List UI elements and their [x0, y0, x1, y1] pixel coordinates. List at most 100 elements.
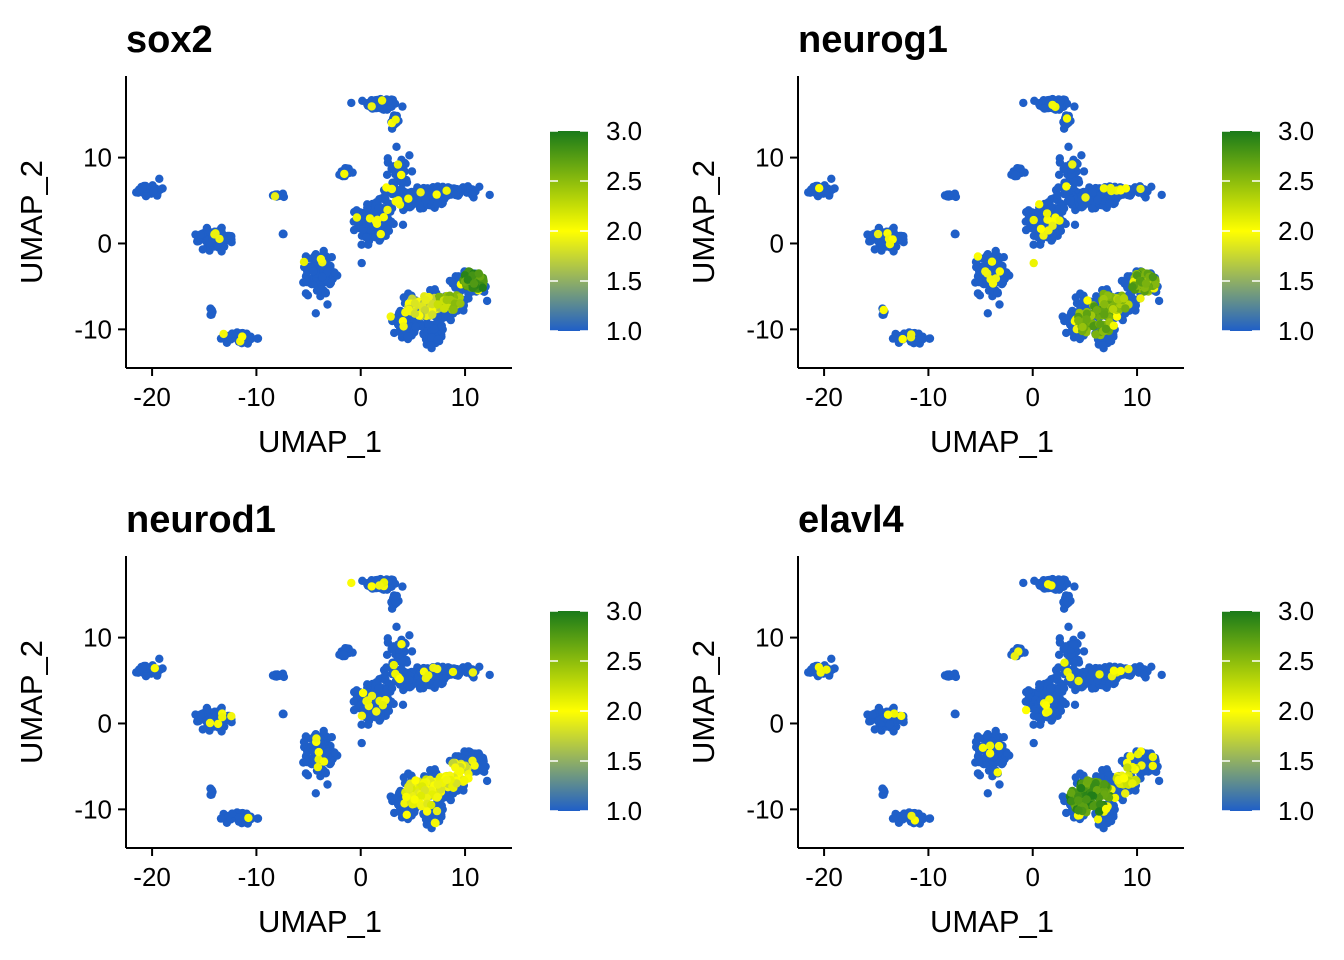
scatter-points	[132, 94, 494, 353]
cell-point	[339, 650, 348, 659]
y-axis-label: UMAP_2	[14, 160, 49, 284]
cell-point	[279, 192, 289, 202]
cell-point	[134, 185, 144, 195]
cell-point	[430, 818, 440, 827]
cell-point	[367, 582, 376, 591]
cell-point	[311, 309, 320, 318]
cell-point	[1060, 162, 1069, 172]
cell-point	[1096, 320, 1105, 329]
cell-point	[234, 813, 244, 822]
cell-point	[398, 102, 407, 111]
cell-point	[394, 196, 403, 205]
cell-point	[391, 115, 400, 124]
cell-point	[382, 663, 391, 672]
cell-point	[395, 674, 404, 684]
cell-point	[1091, 330, 1100, 339]
cell-point	[1062, 328, 1071, 338]
cell-point	[1098, 340, 1107, 349]
x-axis-label: UMAP_1	[258, 424, 382, 459]
cell-point	[1055, 216, 1064, 225]
cell-point	[828, 185, 837, 194]
cell-point	[404, 305, 413, 314]
cell-point	[1077, 151, 1086, 160]
cell-point	[196, 230, 205, 239]
cell-point	[1136, 294, 1145, 303]
cell-point	[437, 321, 446, 330]
cell-point	[415, 204, 425, 213]
cell-point	[1021, 217, 1030, 226]
cell-point	[1119, 294, 1129, 303]
cell-point	[988, 279, 998, 288]
panel-neurog1: neurog1-20 -10 0 10-10010UMAP_1UMAP_21.01.5…	[686, 19, 1314, 459]
cell-point	[1082, 315, 1091, 324]
cell-point	[442, 295, 451, 305]
cell-point	[1059, 204, 1069, 213]
cell-point	[404, 784, 414, 793]
cell-point	[428, 310, 437, 319]
cell-point	[278, 709, 287, 719]
cell-point	[991, 246, 1000, 256]
cell-point	[357, 711, 367, 720]
cell-point	[983, 309, 992, 318]
panel-elavl4: elavl4-20 -10 0 10-10010UMAP_1UMAP_21.01.52…	[686, 499, 1314, 939]
cell-point	[410, 299, 420, 308]
cell-point	[426, 340, 435, 349]
cell-point	[1054, 663, 1063, 672]
cell-point	[1071, 293, 1081, 302]
cell-point	[227, 712, 236, 721]
cell-point	[1067, 308, 1076, 317]
cell-point	[1069, 176, 1078, 186]
cell-point	[973, 289, 983, 298]
cell-point	[400, 799, 409, 808]
colorbar-tick-label: 1.5	[606, 746, 642, 776]
cell-point	[312, 734, 321, 743]
cell-point	[815, 184, 824, 193]
panel-title: sox2	[126, 19, 213, 61]
cell-point	[1035, 200, 1044, 209]
cell-point	[1105, 335, 1115, 344]
cell-point	[299, 257, 309, 267]
cell-point	[399, 773, 408, 782]
colorbar-tick-label: 3.0	[606, 596, 642, 626]
cell-point	[995, 300, 1004, 309]
cell-point	[205, 718, 215, 728]
cell-point	[433, 664, 442, 674]
y-tick-label: -10	[74, 794, 112, 824]
cell-point	[367, 691, 377, 701]
cell-point	[352, 686, 361, 695]
x-tick-label: -20	[133, 862, 171, 892]
cell-point	[390, 808, 399, 818]
cell-point	[364, 240, 373, 249]
cell-point	[1029, 738, 1038, 748]
cell-point	[411, 776, 420, 785]
cell-point	[402, 792, 411, 802]
cell-point	[446, 315, 455, 325]
cell-point	[196, 710, 205, 719]
cell-point	[899, 232, 908, 241]
colorbar-tick-label: 2.0	[606, 216, 642, 246]
cell-point	[253, 814, 263, 823]
cell-point	[463, 275, 472, 284]
colorbar-tick-label: 2.5	[606, 166, 642, 196]
cell-point	[349, 705, 359, 715]
cell-point	[1019, 98, 1028, 108]
cell-point	[358, 96, 367, 106]
cell-point	[1069, 640, 1078, 649]
cell-point	[421, 295, 430, 305]
cell-point	[424, 320, 433, 329]
cell-point	[302, 757, 311, 767]
cell-point	[382, 650, 392, 659]
x-tick-label: 10	[451, 382, 480, 412]
y-tick-label: -10	[74, 314, 112, 344]
cell-point	[381, 670, 390, 679]
panel-title: elavl4	[798, 499, 904, 541]
cell-point	[319, 757, 329, 766]
cell-point	[316, 254, 326, 264]
cell-point	[358, 688, 368, 698]
cell-point	[451, 763, 460, 772]
cell-point	[1021, 697, 1030, 706]
cell-point	[215, 234, 224, 244]
cell-point	[194, 237, 203, 246]
cell-point	[1087, 204, 1097, 213]
cell-point	[879, 305, 888, 315]
